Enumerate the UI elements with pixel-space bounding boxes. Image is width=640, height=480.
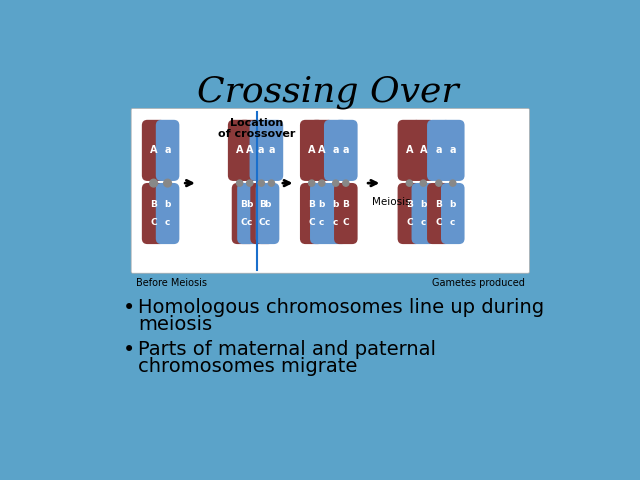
Circle shape — [237, 180, 243, 186]
Circle shape — [343, 180, 349, 186]
Text: A: A — [246, 145, 253, 156]
Circle shape — [259, 180, 264, 186]
Text: chromosomes migrate: chromosomes migrate — [138, 357, 358, 376]
FancyBboxPatch shape — [324, 120, 348, 181]
Text: C: C — [435, 218, 442, 227]
Text: •: • — [123, 340, 135, 360]
FancyBboxPatch shape — [228, 120, 252, 181]
Circle shape — [319, 180, 325, 186]
Text: b: b — [449, 200, 456, 209]
FancyBboxPatch shape — [427, 120, 451, 181]
Text: C: C — [406, 218, 413, 227]
Circle shape — [246, 180, 253, 186]
Text: B: B — [240, 200, 247, 209]
Text: B: B — [259, 200, 266, 209]
Text: Homologous chromosomes line up during: Homologous chromosomes line up during — [138, 298, 544, 317]
Text: c: c — [420, 218, 426, 227]
Text: b: b — [333, 200, 339, 209]
Circle shape — [450, 180, 456, 186]
Text: C: C — [240, 218, 247, 227]
Text: c: c — [165, 218, 170, 227]
FancyBboxPatch shape — [250, 120, 273, 181]
Text: b: b — [264, 200, 271, 209]
FancyBboxPatch shape — [397, 183, 421, 244]
Text: A: A — [236, 145, 243, 156]
FancyBboxPatch shape — [334, 120, 358, 181]
FancyBboxPatch shape — [142, 120, 165, 181]
Text: B: B — [342, 200, 349, 209]
Text: A: A — [150, 145, 157, 156]
Text: c: c — [450, 218, 456, 227]
Text: a: a — [258, 145, 264, 156]
FancyBboxPatch shape — [156, 120, 179, 181]
Text: B: B — [406, 200, 413, 209]
FancyBboxPatch shape — [260, 120, 284, 181]
FancyBboxPatch shape — [310, 183, 333, 244]
FancyBboxPatch shape — [131, 108, 529, 273]
FancyBboxPatch shape — [256, 183, 279, 244]
Text: B: B — [308, 200, 315, 209]
Text: Before Meiosis: Before Meiosis — [136, 278, 207, 288]
FancyBboxPatch shape — [300, 120, 323, 181]
Circle shape — [420, 180, 426, 186]
Text: Gametes produced: Gametes produced — [432, 278, 525, 288]
FancyBboxPatch shape — [412, 120, 435, 181]
Text: a: a — [268, 145, 275, 156]
Text: Location
of crossover: Location of crossover — [218, 118, 296, 139]
Text: B: B — [150, 200, 157, 209]
FancyBboxPatch shape — [232, 183, 255, 244]
Circle shape — [333, 180, 339, 186]
Circle shape — [268, 180, 275, 186]
Text: A: A — [308, 145, 316, 156]
FancyBboxPatch shape — [237, 183, 260, 244]
Text: b: b — [319, 200, 325, 209]
Circle shape — [150, 179, 157, 187]
Text: a: a — [449, 145, 456, 156]
Text: a: a — [333, 145, 339, 156]
Text: B: B — [435, 200, 442, 209]
Text: A: A — [406, 145, 413, 156]
Circle shape — [436, 180, 442, 186]
Text: a: a — [164, 145, 171, 156]
FancyBboxPatch shape — [250, 183, 274, 244]
Circle shape — [406, 180, 412, 186]
Text: c: c — [319, 218, 324, 227]
Text: Crossing Over: Crossing Over — [197, 75, 459, 109]
Text: C: C — [259, 218, 266, 227]
Text: C: C — [150, 218, 157, 227]
FancyBboxPatch shape — [324, 183, 348, 244]
FancyBboxPatch shape — [334, 183, 358, 244]
FancyBboxPatch shape — [310, 120, 333, 181]
Text: C: C — [342, 218, 349, 227]
Circle shape — [164, 179, 172, 187]
FancyBboxPatch shape — [397, 120, 421, 181]
FancyBboxPatch shape — [142, 183, 165, 244]
FancyBboxPatch shape — [156, 183, 179, 244]
Text: a: a — [342, 145, 349, 156]
Text: Parts of maternal and paternal: Parts of maternal and paternal — [138, 340, 436, 359]
FancyBboxPatch shape — [441, 120, 465, 181]
Text: C: C — [308, 218, 315, 227]
Text: •: • — [123, 298, 135, 318]
Text: b: b — [164, 200, 171, 209]
FancyBboxPatch shape — [238, 120, 262, 181]
Text: A: A — [420, 145, 427, 156]
Text: Meiosis: Meiosis — [372, 197, 411, 207]
Text: a: a — [436, 145, 442, 156]
FancyBboxPatch shape — [412, 183, 435, 244]
Circle shape — [308, 180, 315, 186]
Text: b: b — [246, 200, 252, 209]
Text: meiosis: meiosis — [138, 315, 212, 334]
FancyBboxPatch shape — [441, 183, 465, 244]
Text: b: b — [420, 200, 426, 209]
Text: c: c — [333, 218, 339, 227]
FancyBboxPatch shape — [427, 183, 451, 244]
FancyBboxPatch shape — [300, 183, 323, 244]
Text: c: c — [246, 218, 252, 227]
Text: c: c — [265, 218, 270, 227]
Text: A: A — [318, 145, 326, 156]
